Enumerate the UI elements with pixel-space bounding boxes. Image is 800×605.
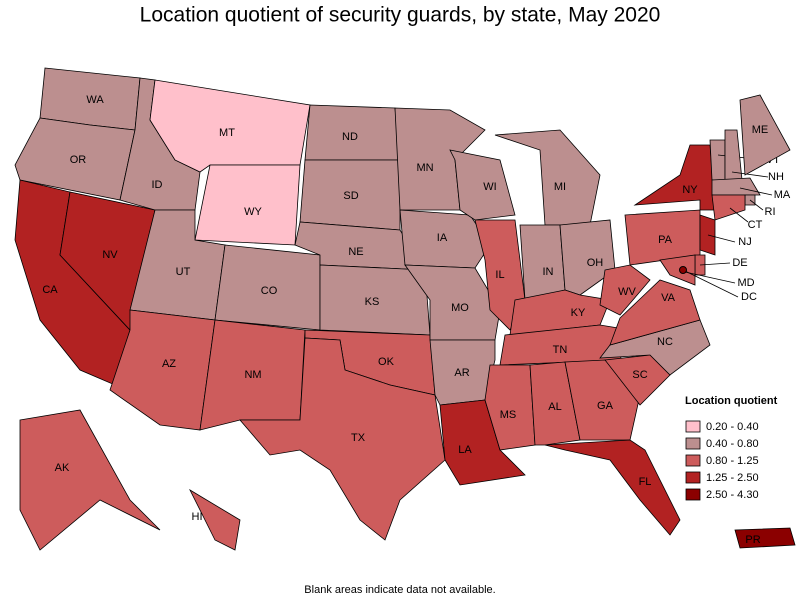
state-label: CA — [42, 284, 58, 296]
state-label: MO — [451, 302, 469, 314]
state-shape — [739, 94, 791, 176]
leader-line — [731, 171, 769, 178]
state-label: OH — [587, 257, 604, 269]
state-shape — [559, 219, 616, 296]
state-label: KY — [571, 307, 586, 319]
leader-line — [739, 187, 773, 196]
state-label: NJ — [738, 236, 751, 248]
state-label: MD — [737, 277, 754, 289]
state-label: RI — [765, 206, 776, 218]
state-label: NE — [348, 246, 363, 258]
state-shape — [544, 439, 681, 536]
state-shape — [529, 361, 581, 446]
state-label: OR — [70, 154, 87, 166]
legend-label: 2.50 - 4.30 — [706, 489, 759, 501]
legend-label: 0.20 - 0.40 — [706, 421, 759, 433]
legend-swatch — [685, 471, 701, 484]
state-label: ID — [152, 179, 163, 191]
state-label: NM — [244, 369, 261, 381]
state-label: GA — [597, 400, 614, 412]
state-label: MA — [774, 189, 791, 201]
leader-line — [749, 199, 764, 211]
state-label: PR — [745, 534, 760, 546]
state-label: CT — [748, 219, 763, 231]
state-label: MI — [554, 181, 566, 193]
state-label: OK — [378, 356, 395, 368]
state-label: CO — [261, 285, 278, 297]
leader-line — [684, 271, 736, 284]
state-shape — [633, 144, 716, 211]
state-shape — [711, 177, 761, 196]
state-label: MT — [219, 127, 235, 139]
state-shape — [239, 337, 446, 541]
state-shape — [474, 219, 526, 331]
legend-label: 0.80 - 1.25 — [706, 455, 759, 467]
legend-label: 1.25 - 2.50 — [706, 472, 759, 484]
state-label: IN — [543, 266, 554, 278]
state-label: WI — [483, 181, 496, 193]
state-label: HI — [192, 511, 203, 523]
state-shape — [149, 79, 311, 173]
state-label: SC — [632, 369, 647, 381]
state-label: ND — [342, 131, 358, 143]
note: Blank areas indicate data not available. — [304, 584, 495, 596]
legend-swatch — [685, 437, 701, 450]
state-label: DC — [741, 291, 757, 303]
state-label: LA — [458, 444, 472, 456]
leader-line — [699, 262, 731, 266]
state-label: UT — [176, 266, 191, 278]
state-shape — [484, 364, 536, 451]
state-label: AZ — [162, 358, 176, 370]
state-shape — [709, 139, 726, 181]
state-shape — [609, 279, 701, 346]
state-label: IL — [495, 269, 504, 281]
state-label: MN — [416, 162, 433, 174]
state-label: FL — [639, 476, 652, 488]
state-label: PA — [658, 234, 673, 246]
state-label: NY — [682, 184, 698, 196]
legend-title: Location quotient — [685, 395, 778, 407]
state-shape — [599, 264, 651, 316]
state-shape — [679, 266, 687, 274]
state-label: WA — [86, 94, 104, 106]
state-label: SD — [343, 190, 358, 202]
state-label: WY — [244, 206, 262, 218]
state-label: TN — [553, 344, 568, 356]
state-label: AL — [548, 401, 561, 413]
state-label: WV — [618, 286, 636, 298]
legend-swatch — [685, 488, 701, 501]
map-title: Location quotient of security guards, by… — [140, 4, 661, 27]
state-shape — [711, 194, 746, 221]
state-shape — [399, 209, 491, 269]
state-label: AR — [454, 367, 469, 379]
leader-line — [682, 269, 739, 298]
legend-swatch — [685, 454, 701, 467]
state-shape — [699, 214, 716, 256]
state-label: TX — [351, 432, 366, 444]
state-label: NC — [657, 336, 673, 348]
state-label: VA — [661, 292, 676, 304]
legend-label: 0.40 - 0.80 — [706, 438, 759, 450]
state-shape — [519, 224, 566, 301]
state-label: IA — [437, 232, 448, 244]
state-label: NH — [768, 171, 784, 183]
legend-swatch — [685, 420, 701, 433]
state-shape — [734, 527, 796, 549]
state-label: ME — [752, 124, 769, 136]
state-label: NV — [102, 249, 118, 261]
state-shape — [19, 409, 161, 551]
state-shape — [659, 254, 696, 286]
state-label: DE — [732, 257, 747, 269]
leader-line — [729, 207, 749, 223]
state-label: AK — [55, 462, 70, 474]
state-shape — [189, 488, 241, 551]
state-label: MS — [500, 409, 517, 421]
leader-line — [707, 234, 736, 243]
state-label: KS — [365, 296, 380, 308]
